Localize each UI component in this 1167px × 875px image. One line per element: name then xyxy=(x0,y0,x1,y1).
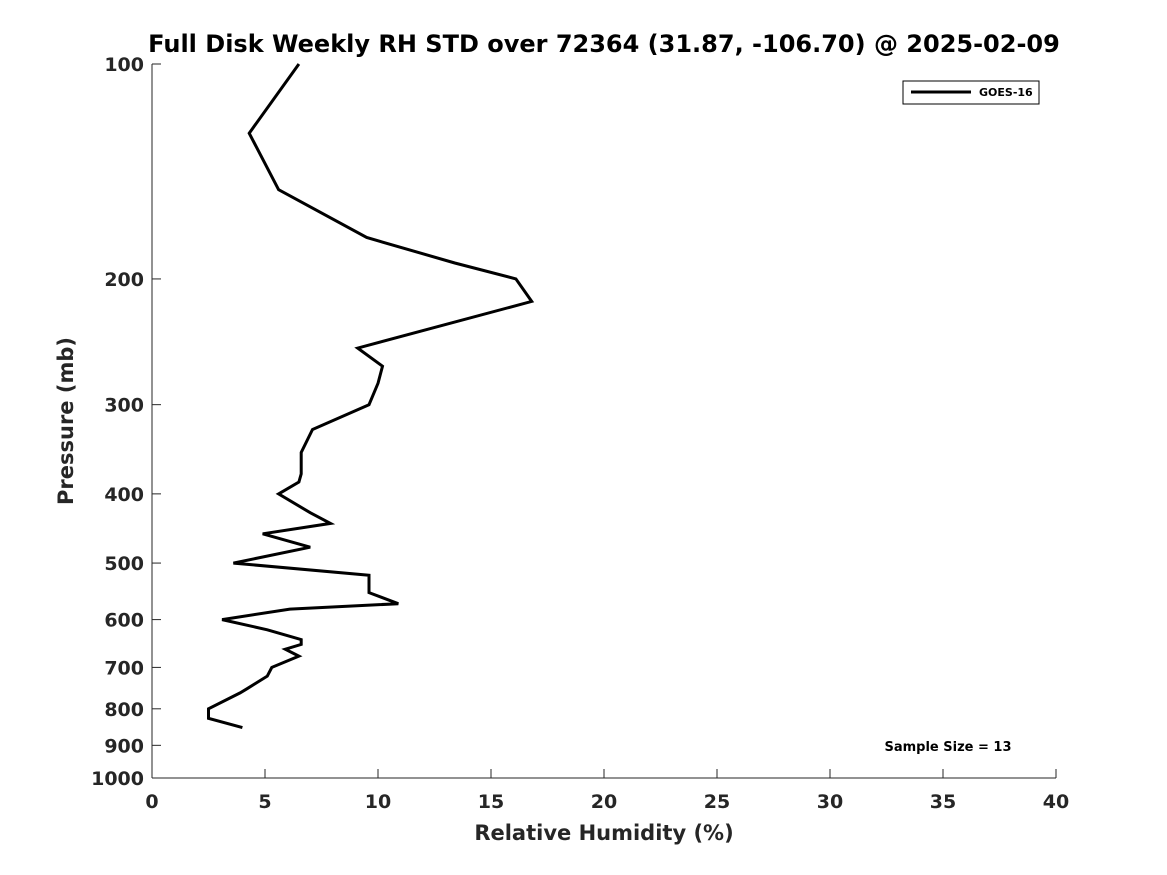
x-axis-ticks: 0 5 10 15 20 25 30 35 40 xyxy=(145,769,1069,813)
x-tick-label: 20 xyxy=(591,791,617,813)
x-tick-label: 15 xyxy=(478,791,504,813)
x-tick-label: 5 xyxy=(258,791,271,813)
y-tick-label: 400 xyxy=(104,484,144,506)
x-tick-label: 25 xyxy=(704,791,730,813)
series-line-goes-16 xyxy=(207,63,535,730)
y-tick-label: 300 xyxy=(104,395,144,417)
sample-size-annotation: Sample Size = 13 xyxy=(884,740,1011,755)
y-tick-label: 900 xyxy=(104,735,144,757)
y-tick-label: 700 xyxy=(104,657,144,679)
y-tick-label: 800 xyxy=(104,699,144,721)
legend: GOES-16 xyxy=(902,80,1040,105)
y-tick-label: 1000 xyxy=(91,768,144,790)
legend-entry-goes-16: GOES-16 xyxy=(979,86,1033,99)
series-layer xyxy=(207,63,535,730)
y-axis-ticks: 100 200 300 400 500 600 700 800 900 1000 xyxy=(91,54,161,790)
plot-area xyxy=(152,64,1056,778)
x-tick-label: 40 xyxy=(1043,791,1069,813)
y-tick-label: 200 xyxy=(104,269,144,291)
y-tick-label: 100 xyxy=(104,54,144,76)
x-axis-label: Relative Humidity (%) xyxy=(474,821,733,845)
y-axis-label: Pressure (mb) xyxy=(54,337,78,505)
x-tick-label: 0 xyxy=(145,791,158,813)
x-tick-label: 35 xyxy=(930,791,956,813)
x-tick-label: 10 xyxy=(365,791,391,813)
y-tick-label: 600 xyxy=(104,610,144,632)
x-tick-label: 30 xyxy=(817,791,843,813)
chart-title: Full Disk Weekly RH STD over 72364 (31.8… xyxy=(148,30,1060,58)
y-tick-label: 500 xyxy=(104,553,144,575)
